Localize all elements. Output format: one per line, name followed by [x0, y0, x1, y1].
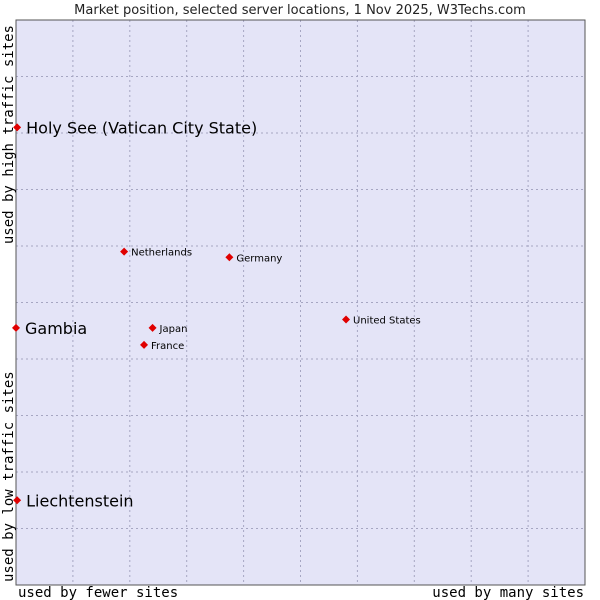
- data-point: Liechtenstein: [13, 491, 134, 510]
- point-marker: [120, 247, 129, 256]
- point-marker: [12, 323, 20, 332]
- y-axis-label-top: used by high traffic sites: [1, 25, 17, 244]
- data-point: Netherlands: [120, 247, 192, 259]
- x-axis-label-right: used by many sites: [432, 585, 584, 600]
- y-axis-label-bottom: used by low traffic sites: [1, 371, 17, 582]
- point-marker: [140, 340, 149, 349]
- chart-title: Market position, selected server locatio…: [74, 3, 526, 18]
- data-point: Germany: [225, 253, 282, 264]
- point-marker: [13, 123, 22, 132]
- data-point: Gambia: [12, 319, 87, 338]
- point-marker: [148, 323, 157, 332]
- grid-lines: [16, 20, 585, 585]
- data-points: Holy See (Vatican City State) Netherlands…: [12, 118, 421, 510]
- data-point: Japan: [148, 323, 188, 335]
- point-label: Liechtenstein: [26, 491, 133, 510]
- point-marker: [13, 496, 22, 505]
- data-point: Holy See (Vatican City State): [13, 118, 257, 137]
- point-marker: [342, 315, 351, 324]
- point-marker: [225, 253, 234, 262]
- point-label: France: [151, 341, 184, 352]
- point-label: Gambia: [25, 319, 87, 338]
- x-axis-label-left: used by fewer sites: [18, 585, 178, 600]
- point-label: Holy See (Vatican City State): [26, 118, 257, 137]
- plot-frame: [15, 19, 586, 586]
- point-label: Netherlands: [131, 248, 192, 259]
- data-point: United States: [342, 315, 421, 326]
- point-label: Japan: [159, 324, 188, 335]
- point-label: Germany: [236, 253, 282, 264]
- point-label: United States: [353, 315, 421, 326]
- data-point: France: [140, 340, 184, 352]
